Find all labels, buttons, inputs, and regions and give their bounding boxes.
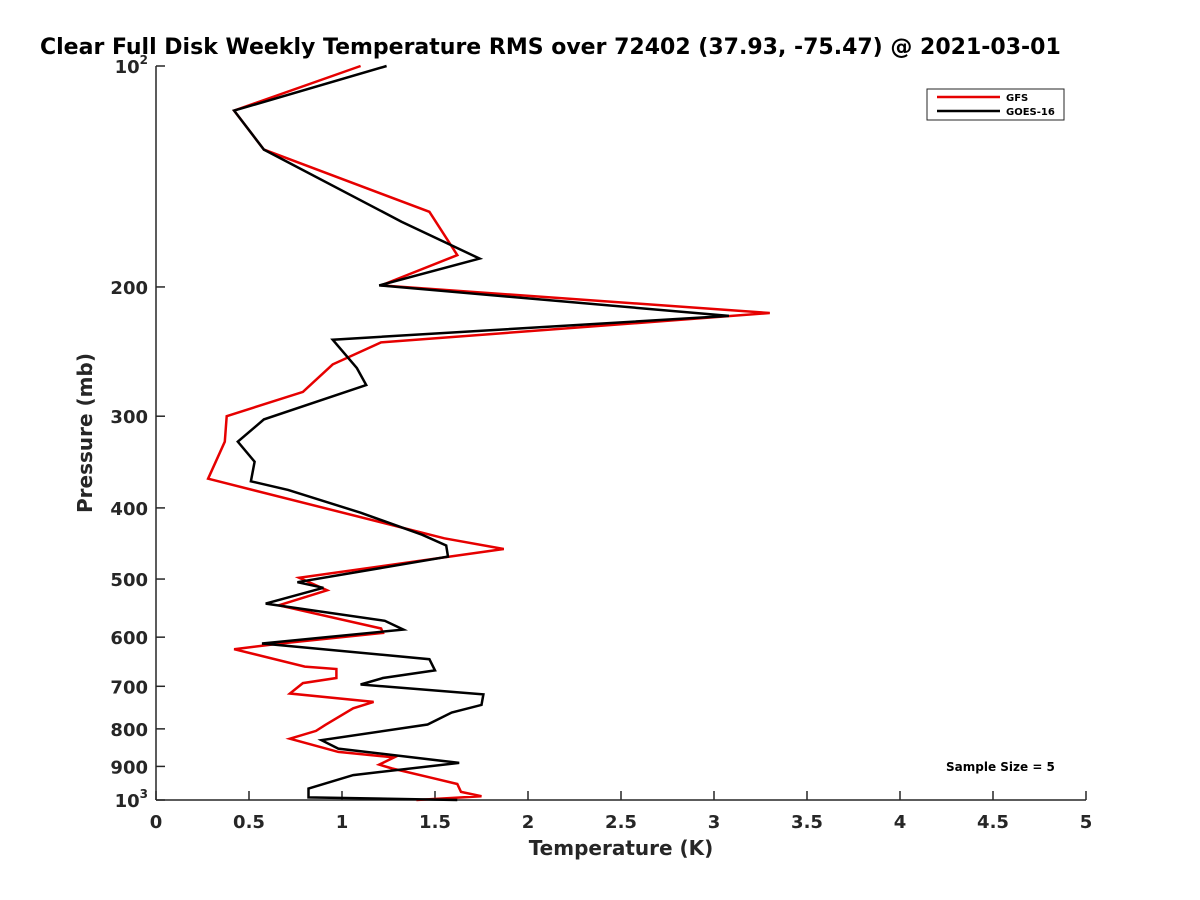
x-tick-label: 4.5 bbox=[977, 812, 1009, 833]
y-tick-label: 700 bbox=[110, 677, 148, 698]
y-tick-label: 600 bbox=[110, 628, 148, 649]
y-tick-label: 900 bbox=[110, 757, 148, 778]
y-tick-label: 102 bbox=[115, 53, 148, 78]
x-tick-label: 4 bbox=[894, 812, 907, 833]
series-line-gfs bbox=[206, 64, 770, 802]
x-tick-label: 3 bbox=[708, 812, 721, 833]
x-tick-label: 1.5 bbox=[419, 812, 451, 833]
legend: GFS GOES-16 bbox=[926, 88, 1065, 121]
y-tick-label: 400 bbox=[110, 499, 148, 520]
legend-box bbox=[926, 88, 1065, 121]
x-ticks: 0 0.5 1 1.5 2 2.5 3 3.5 4 4.5 5 bbox=[150, 791, 1093, 833]
y-tick-label: 800 bbox=[110, 720, 148, 741]
x-tick-label: 0 bbox=[150, 812, 163, 833]
y-axis-label: Pressure (mb) bbox=[73, 353, 97, 513]
y-ticks: 102 200 300 400 500 600 700 800 900 103 bbox=[110, 53, 165, 812]
x-tick-label: 2 bbox=[522, 812, 535, 833]
legend-label-gfs: GFS bbox=[1006, 93, 1028, 104]
legend-label-goes-16: GOES-16 bbox=[1006, 107, 1055, 118]
y-tick-label: 200 bbox=[110, 278, 148, 299]
series-line-goes-16 bbox=[232, 64, 730, 802]
x-tick-label: 0.5 bbox=[233, 812, 265, 833]
x-tick-label: 5 bbox=[1080, 812, 1093, 833]
x-axis-label: Temperature (K) bbox=[529, 836, 714, 860]
y-tick-label: 103 bbox=[115, 787, 148, 812]
sample-size-annotation: Sample Size = 5 bbox=[946, 760, 1055, 774]
x-tick-label: 3.5 bbox=[791, 812, 823, 833]
chart-title: Clear Full Disk Weekly Temperature RMS o… bbox=[40, 35, 1061, 60]
y-tick-label: 300 bbox=[110, 407, 148, 428]
x-tick-label: 2.5 bbox=[605, 812, 637, 833]
y-tick-label: 500 bbox=[110, 570, 148, 591]
series-group bbox=[206, 64, 770, 802]
x-tick-label: 1 bbox=[336, 812, 349, 833]
